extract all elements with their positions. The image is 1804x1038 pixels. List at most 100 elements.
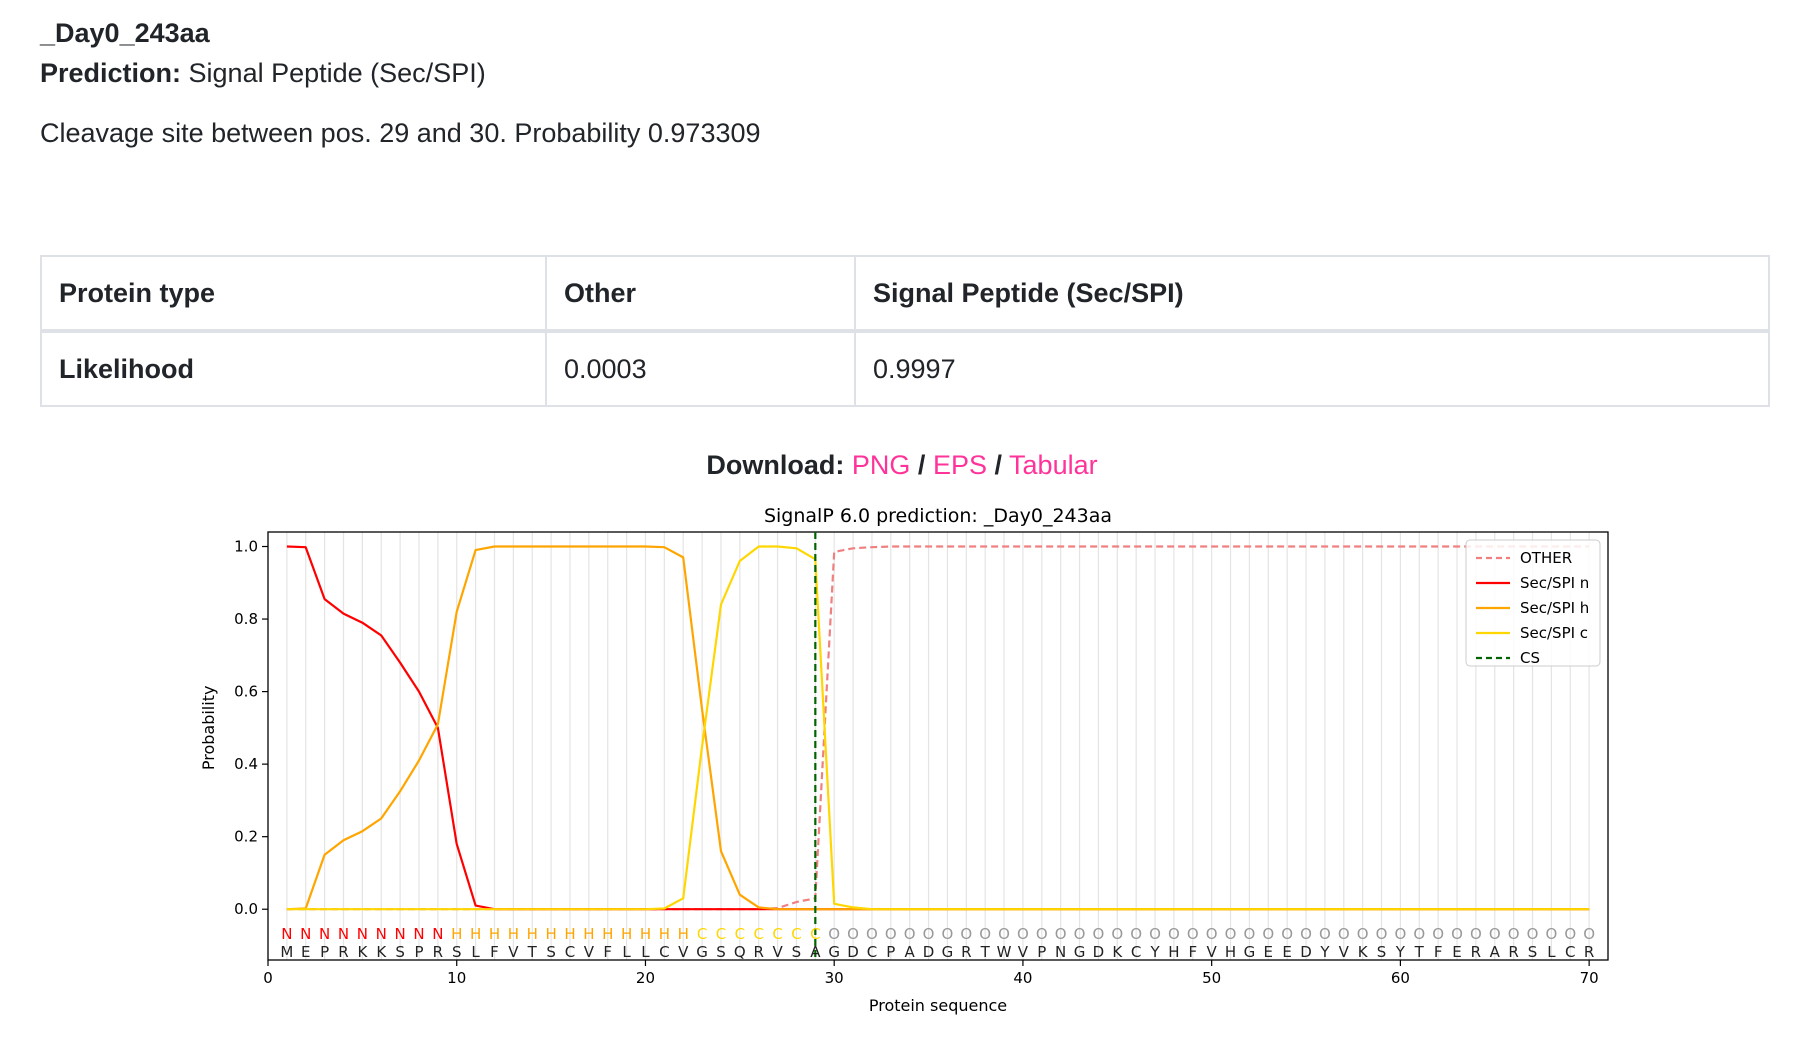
region-label: O — [942, 925, 954, 943]
region-label: O — [1168, 925, 1180, 943]
residue-label: A — [810, 943, 821, 961]
region-label: O — [1508, 925, 1520, 943]
region-label: O — [1093, 925, 1105, 943]
x-tick-label: 20 — [636, 969, 655, 987]
region-label: O — [1413, 925, 1425, 943]
residue-label: T — [527, 943, 538, 961]
region-label: N — [281, 925, 292, 943]
region-label: H — [527, 925, 538, 943]
residue-label: R — [753, 943, 763, 961]
region-label: H — [451, 925, 462, 943]
region-label: O — [1545, 925, 1557, 943]
legend-entry: Sec/SPI c — [1520, 624, 1588, 642]
header-signal-peptide: Signal Peptide (Sec/SPI) — [854, 255, 1770, 333]
x-tick-label: 0 — [263, 969, 273, 987]
likelihood-other: 0.0003 — [545, 330, 856, 407]
residue-label: S — [716, 943, 726, 961]
region-label: C — [753, 925, 763, 943]
region-label: O — [866, 925, 878, 943]
region-label: H — [583, 925, 594, 943]
residue-label: R — [433, 943, 443, 961]
residue-label: P — [320, 943, 329, 961]
residue-label: G — [696, 943, 708, 961]
residue-label: S — [1377, 943, 1387, 961]
region-label: C — [716, 925, 726, 943]
download-eps-link[interactable]: EPS — [932, 450, 987, 480]
x-tick-label: 10 — [447, 969, 466, 987]
region-label: H — [640, 925, 651, 943]
y-axis-label: Probability — [199, 686, 218, 771]
residue-label: S — [1528, 943, 1538, 961]
region-label: H — [545, 925, 556, 943]
residue-label: V — [1339, 943, 1350, 961]
residue-label: K — [357, 943, 368, 961]
region-label: O — [1338, 925, 1350, 943]
header-protein-type: Protein type — [40, 255, 547, 333]
table-row: Likelihood 0.0003 0.9997 — [40, 330, 1770, 407]
residue-label: L — [1547, 943, 1556, 961]
residue-label: E — [1452, 943, 1461, 961]
region-label: O — [1583, 925, 1595, 943]
residue-label: K — [1358, 943, 1369, 961]
legend-entry: Sec/SPI n — [1520, 574, 1589, 592]
prediction-line: Prediction: Signal Peptide (Sec/SPI) — [40, 58, 486, 89]
region-label: O — [1036, 925, 1048, 943]
series-line-sec-spi-n — [286, 545, 1590, 911]
table-header-row: Protein type Other Signal Peptide (Sec/S… — [40, 255, 1770, 333]
region-label: O — [1394, 925, 1406, 943]
residue-label: H — [1168, 943, 1179, 961]
region-label: O — [1262, 925, 1274, 943]
download-png-link[interactable]: PNG — [851, 450, 911, 480]
x-tick-label: 50 — [1202, 969, 1221, 987]
region-label: H — [470, 925, 481, 943]
region-label: N — [338, 925, 349, 943]
chart-title: SignalP 6.0 prediction: _Day0_243aa — [764, 505, 1112, 527]
y-tick-label: 0.8 — [234, 610, 258, 628]
sequence-name: _Day0_243aa — [40, 18, 210, 48]
region-label: H — [621, 925, 632, 943]
region-label: O — [1206, 925, 1218, 943]
download-tabular-link[interactable]: Tabular — [1009, 450, 1098, 480]
residue-label: G — [1074, 943, 1086, 961]
region-label: N — [432, 925, 443, 943]
residue-label: C — [1131, 943, 1141, 961]
region-label: N — [394, 925, 405, 943]
likelihood-table: Protein type Other Signal Peptide (Sec/S… — [40, 255, 1770, 407]
series-line-other — [286, 545, 1590, 911]
x-tick-label: 70 — [1580, 969, 1599, 987]
region-label: O — [1149, 925, 1161, 943]
region-label: O — [1319, 925, 1331, 943]
residue-label: Y — [1319, 943, 1330, 961]
residue-label: C — [1565, 943, 1575, 961]
residue-label: V — [1207, 943, 1218, 961]
residue-label: Y — [1149, 943, 1160, 961]
residue-label: E — [1264, 943, 1273, 961]
residue-label: C — [867, 943, 877, 961]
region-label: O — [1527, 925, 1539, 943]
residue-label: C — [565, 943, 575, 961]
residue-label: T — [1414, 943, 1425, 961]
region-label: O — [1055, 925, 1067, 943]
x-axis-label: Protein sequence — [869, 996, 1007, 1015]
residue-label: V — [584, 943, 595, 961]
residue-label: E — [301, 943, 310, 961]
region-label: C — [791, 925, 801, 943]
region-label: O — [885, 925, 897, 943]
residue-label: L — [641, 943, 650, 961]
residue-label: R — [1471, 943, 1481, 961]
residue-label: V — [508, 943, 519, 961]
residue-label: C — [659, 943, 669, 961]
residue-label: V — [772, 943, 783, 961]
region-label: O — [1017, 925, 1029, 943]
region-label: O — [1470, 925, 1482, 943]
residue-label: E — [1282, 943, 1291, 961]
residue-label: D — [1300, 943, 1312, 961]
y-tick-label: 0.0 — [234, 900, 258, 918]
residue-label: Q — [734, 943, 746, 961]
residue-label: D — [847, 943, 859, 961]
residue-label: P — [414, 943, 423, 961]
y-tick-label: 0.6 — [234, 683, 258, 701]
region-label: O — [1130, 925, 1142, 943]
region-label: O — [1187, 925, 1199, 943]
download-separator: / — [917, 450, 926, 480]
